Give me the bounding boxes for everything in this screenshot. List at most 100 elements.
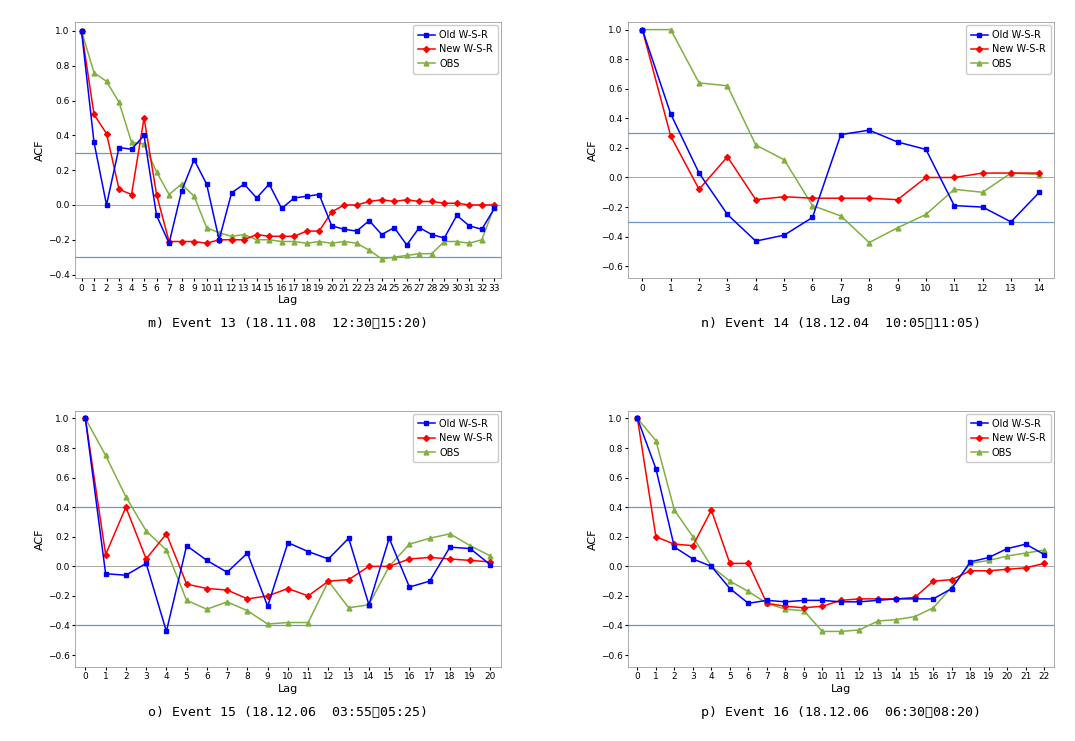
Old W-S-R bbox=[834, 597, 847, 606]
OBS bbox=[241, 606, 254, 615]
OBS bbox=[636, 25, 649, 34]
OBS bbox=[721, 82, 734, 90]
Old W-S-R bbox=[475, 225, 488, 233]
OBS bbox=[1033, 170, 1046, 179]
Old W-S-R bbox=[444, 542, 457, 551]
New W-S-R bbox=[275, 232, 288, 241]
Old W-S-R bbox=[779, 597, 792, 606]
Old W-S-R bbox=[375, 230, 388, 239]
OBS bbox=[891, 223, 904, 232]
New W-S-R bbox=[151, 190, 163, 199]
OBS bbox=[75, 27, 88, 36]
Old W-S-R bbox=[250, 193, 263, 202]
Line: New W-S-R: New W-S-R bbox=[635, 416, 1046, 610]
Old W-S-R bbox=[692, 169, 705, 178]
OBS bbox=[488, 202, 501, 211]
OBS bbox=[908, 612, 921, 621]
Old W-S-R bbox=[760, 596, 773, 605]
New W-S-R bbox=[692, 185, 705, 194]
OBS bbox=[140, 526, 153, 535]
New W-S-R bbox=[948, 173, 961, 182]
Old W-S-R bbox=[438, 233, 450, 242]
New W-S-R bbox=[119, 502, 132, 511]
New W-S-R bbox=[75, 27, 88, 36]
New W-S-R bbox=[78, 414, 91, 423]
OBS bbox=[275, 237, 288, 246]
New W-S-R bbox=[225, 236, 238, 245]
Text: o) Event 15 (18.12.06  03:55～05:25): o) Event 15 (18.12.06 03:55～05:25) bbox=[148, 705, 428, 719]
Old W-S-R bbox=[908, 594, 921, 603]
Old W-S-R bbox=[100, 201, 113, 210]
OBS bbox=[300, 239, 313, 247]
New W-S-R bbox=[1004, 169, 1017, 178]
Text: p) Event 16 (18.12.06  06:30～08:20): p) Event 16 (18.12.06 06:30～08:20) bbox=[701, 705, 980, 719]
Text: n) Event 14 (18.12.04  10:05～11:05): n) Event 14 (18.12.04 10:05～11:05) bbox=[701, 317, 980, 330]
Line: New W-S-R: New W-S-R bbox=[641, 27, 1042, 202]
New W-S-R bbox=[631, 414, 644, 423]
Old W-S-R bbox=[834, 130, 847, 139]
New W-S-R bbox=[488, 201, 501, 210]
Old W-S-R bbox=[388, 223, 401, 232]
OBS bbox=[983, 556, 995, 565]
Old W-S-R bbox=[919, 145, 932, 154]
Y-axis label: ACF: ACF bbox=[588, 528, 598, 550]
Old W-S-R bbox=[188, 156, 201, 165]
Old W-S-R bbox=[890, 594, 903, 603]
New W-S-R bbox=[362, 562, 375, 571]
Old W-S-R bbox=[891, 138, 904, 147]
Y-axis label: ACF: ACF bbox=[35, 528, 45, 550]
Old W-S-R bbox=[262, 179, 275, 188]
OBS bbox=[1001, 551, 1014, 560]
New W-S-R bbox=[1001, 565, 1014, 574]
OBS bbox=[200, 605, 213, 614]
Old W-S-R bbox=[723, 584, 736, 593]
OBS bbox=[313, 237, 326, 246]
OBS bbox=[692, 79, 705, 87]
New W-S-R bbox=[241, 594, 254, 603]
Text: m) Event 13 (18.11.08  12:30～15:20): m) Event 13 (18.11.08 12:30～15:20) bbox=[148, 317, 428, 330]
OBS bbox=[288, 237, 301, 246]
Old W-S-R bbox=[798, 596, 811, 605]
OBS bbox=[649, 436, 662, 445]
OBS bbox=[426, 249, 439, 258]
Line: OBS: OBS bbox=[83, 416, 492, 626]
Y-axis label: ACF: ACF bbox=[35, 139, 45, 161]
Old W-S-R bbox=[151, 211, 163, 220]
Old W-S-R bbox=[241, 548, 254, 557]
Old W-S-R bbox=[78, 414, 91, 423]
Line: OBS: OBS bbox=[80, 28, 497, 262]
Old W-S-R bbox=[1004, 217, 1017, 226]
New W-S-R bbox=[87, 110, 100, 119]
Legend: Old W-S-R, New W-S-R, OBS: Old W-S-R, New W-S-R, OBS bbox=[965, 25, 1050, 73]
OBS bbox=[261, 619, 274, 628]
New W-S-R bbox=[919, 173, 932, 182]
New W-S-R bbox=[863, 193, 876, 202]
New W-S-R bbox=[777, 192, 790, 201]
OBS bbox=[463, 541, 476, 550]
OBS bbox=[438, 237, 450, 246]
OBS bbox=[262, 236, 275, 245]
Old W-S-R bbox=[400, 241, 413, 250]
Old W-S-R bbox=[424, 576, 436, 585]
OBS bbox=[342, 603, 355, 612]
New W-S-R bbox=[362, 197, 375, 206]
OBS bbox=[1037, 545, 1050, 554]
OBS bbox=[1019, 548, 1032, 557]
Old W-S-R bbox=[852, 597, 865, 606]
OBS bbox=[945, 582, 958, 591]
OBS bbox=[175, 179, 188, 188]
Legend: Old W-S-R, New W-S-R, OBS: Old W-S-R, New W-S-R, OBS bbox=[413, 414, 498, 462]
Old W-S-R bbox=[261, 602, 274, 611]
Old W-S-R bbox=[338, 225, 350, 233]
New W-S-R bbox=[383, 562, 396, 571]
New W-S-R bbox=[213, 236, 226, 245]
New W-S-R bbox=[742, 559, 755, 568]
Old W-S-R bbox=[749, 236, 762, 245]
Old W-S-R bbox=[742, 599, 755, 608]
Line: New W-S-R: New W-S-R bbox=[80, 29, 497, 245]
OBS bbox=[749, 141, 762, 150]
New W-S-R bbox=[413, 197, 426, 206]
OBS bbox=[338, 237, 350, 246]
OBS bbox=[631, 414, 644, 423]
New W-S-R bbox=[250, 230, 263, 239]
